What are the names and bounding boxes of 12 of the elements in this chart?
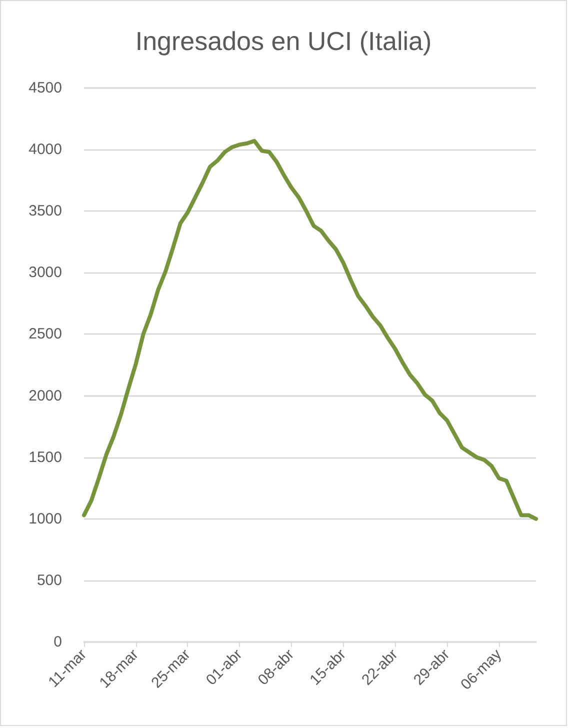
y-tick-label: 3500 — [28, 202, 62, 220]
y-tick-label: 500 — [36, 572, 62, 589]
y-tick-label: 4000 — [28, 141, 62, 158]
chart-title: Ingresados en UCI (Italia) — [135, 26, 432, 56]
y-tick-label: 2500 — [28, 326, 62, 343]
y-tick-label: 0 — [54, 634, 62, 650]
y-tick-label: 1000 — [28, 510, 62, 528]
line-series — [82, 138, 538, 521]
y-tick-label: 4500 — [28, 80, 62, 96]
y-tick-label: 3000 — [28, 264, 62, 282]
y-tick-label: 2000 — [28, 387, 62, 404]
y-tick-label: 1500 — [28, 448, 62, 466]
